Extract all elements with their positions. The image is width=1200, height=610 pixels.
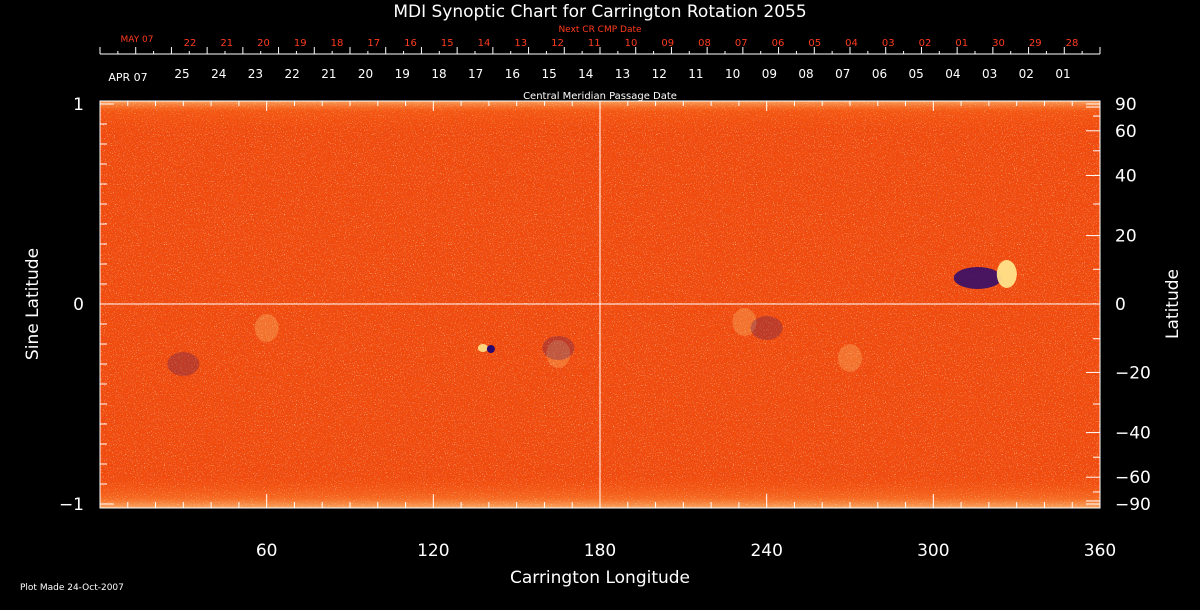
cmp-day-label: 13 (615, 67, 630, 81)
cmp-day-label: 24 (211, 67, 226, 81)
cmp-day-label: 21 (321, 67, 336, 81)
cmp-day-label: 22 (284, 67, 299, 81)
y-right-tick-label: −40 (1115, 424, 1151, 444)
next-day-label: 01 (955, 38, 968, 49)
cmp-day-label: 12 (652, 67, 667, 81)
x-tick-label: 60 (256, 541, 278, 561)
y-axis-left-label: Sine Latitude (23, 248, 43, 360)
cmp-day-label: 10 (725, 67, 740, 81)
plage-patch (546, 340, 571, 368)
y-axis-right-label: Latitude (1163, 269, 1183, 339)
next-axis-label: Next CR CMP Date (558, 25, 642, 35)
cmp-day-label: 23 (248, 67, 263, 81)
negative-patch (167, 352, 200, 376)
next-day-label: 14 (478, 38, 491, 49)
y-right-tick-label: 90 (1115, 95, 1137, 115)
y-axis-left: 1 0 −1 (59, 95, 114, 515)
next-day-label: 29 (1029, 38, 1042, 49)
spot-positive (477, 344, 488, 352)
y-left-tick-label: 0 (73, 295, 84, 315)
next-day-label: 04 (845, 38, 858, 49)
next-day-label: 05 (808, 38, 821, 49)
next-day-label: 17 (367, 38, 380, 49)
x-axis: 60 120 180 240 300 360 (99, 101, 1116, 561)
x-tick-label: 300 (917, 541, 949, 561)
cmp-day-label: 15 (541, 67, 556, 81)
spot-negative (486, 345, 495, 353)
next-day-label: 03 (882, 38, 895, 49)
next-day-label: 22 (184, 38, 197, 49)
cmp-day-label: 08 (798, 67, 813, 81)
chart-title: MDI Synoptic Chart for Carrington Rotati… (393, 2, 806, 22)
cmp-day-label: 11 (688, 67, 703, 81)
cmp-day-label: 18 (431, 67, 446, 81)
cmp-axis-days: 25 24 23 22 21 20 19 18 17 16 15 14 13 12 11 10 09 08 07 06… (174, 67, 1070, 81)
next-day-label: 10 (625, 38, 638, 49)
y-left-tick-label: −1 (59, 495, 84, 515)
y-right-tick-label: 20 (1115, 227, 1137, 247)
next-day-label: 18 (331, 38, 344, 49)
y-right-tick-label: 40 (1115, 166, 1137, 186)
cmp-day-label: 03 (982, 67, 997, 81)
cmp-day-label: 19 (395, 67, 410, 81)
y-right-tick-label: −60 (1115, 468, 1151, 488)
cmp-day-label: 06 (872, 67, 887, 81)
next-day-label: 07 (735, 38, 748, 49)
next-axis-month: MAY 07 (120, 35, 153, 45)
y-right-tick-label: 0 (1115, 295, 1126, 315)
negative-patch (542, 336, 575, 360)
next-axis-days: 22 21 20 19 18 17 16 15 14 13 12 11 10 09 08 07 06 05 04 03… (184, 38, 1079, 49)
y-right-tick-label: −90 (1115, 495, 1151, 515)
y-left-tick-label: 1 (73, 95, 84, 115)
plage-patch (838, 344, 862, 372)
next-day-label: 11 (588, 38, 601, 49)
next-day-label: 08 (698, 38, 711, 49)
plot-made-note: Plot Made 24-Oct-2007 (20, 583, 124, 593)
next-day-label: 12 (551, 38, 564, 49)
cmp-day-label: 20 (358, 67, 373, 81)
y-right-tick-label: −20 (1115, 363, 1151, 383)
next-day-label: 06 (772, 38, 785, 49)
next-day-label: 02 (919, 38, 932, 49)
next-axis-ticks (99, 47, 1101, 54)
cmp-day-label: 05 (909, 67, 924, 81)
next-day-label: 09 (661, 38, 674, 49)
x-axis-label: Carrington Longitude (510, 568, 690, 588)
negative-patch (750, 316, 783, 340)
next-day-label: 16 (404, 38, 417, 49)
next-day-label: 19 (294, 38, 307, 49)
cmp-day-label: 16 (505, 67, 520, 81)
next-day-label: 20 (257, 38, 270, 49)
cmp-axis-label: Central Meridian Passage Date (523, 91, 677, 102)
active-region-positive (996, 260, 1017, 288)
next-day-label: 15 (441, 38, 454, 49)
cmp-day-label: 07 (835, 67, 850, 81)
y-axis-right: 90 60 40 20 0 −20 −40 −60 −90 (1086, 95, 1151, 515)
cmp-day-label: 14 (578, 67, 593, 81)
next-day-label: 30 (992, 38, 1005, 49)
cmp-axis-month: APR 07 (108, 71, 147, 84)
active-region-negative (953, 267, 1002, 289)
cmp-day-label: 25 (174, 67, 189, 81)
x-tick-label: 120 (417, 541, 449, 561)
cmp-day-label: 02 (1019, 67, 1034, 81)
plage-patch (732, 308, 757, 336)
plage-patch (254, 314, 279, 342)
cmp-day-label: 09 (762, 67, 777, 81)
cmp-day-label: 01 (1055, 67, 1070, 81)
x-tick-label: 180 (584, 541, 616, 561)
cmp-day-label: 04 (945, 67, 960, 81)
next-day-label: 28 (1066, 38, 1079, 49)
cmp-day-label: 17 (468, 67, 483, 81)
next-day-label: 13 (514, 38, 527, 49)
x-tick-label: 240 (750, 541, 782, 561)
x-tick-label: 360 (1084, 541, 1116, 561)
next-day-label: 21 (220, 38, 233, 49)
y-right-tick-label: 60 (1115, 122, 1137, 142)
